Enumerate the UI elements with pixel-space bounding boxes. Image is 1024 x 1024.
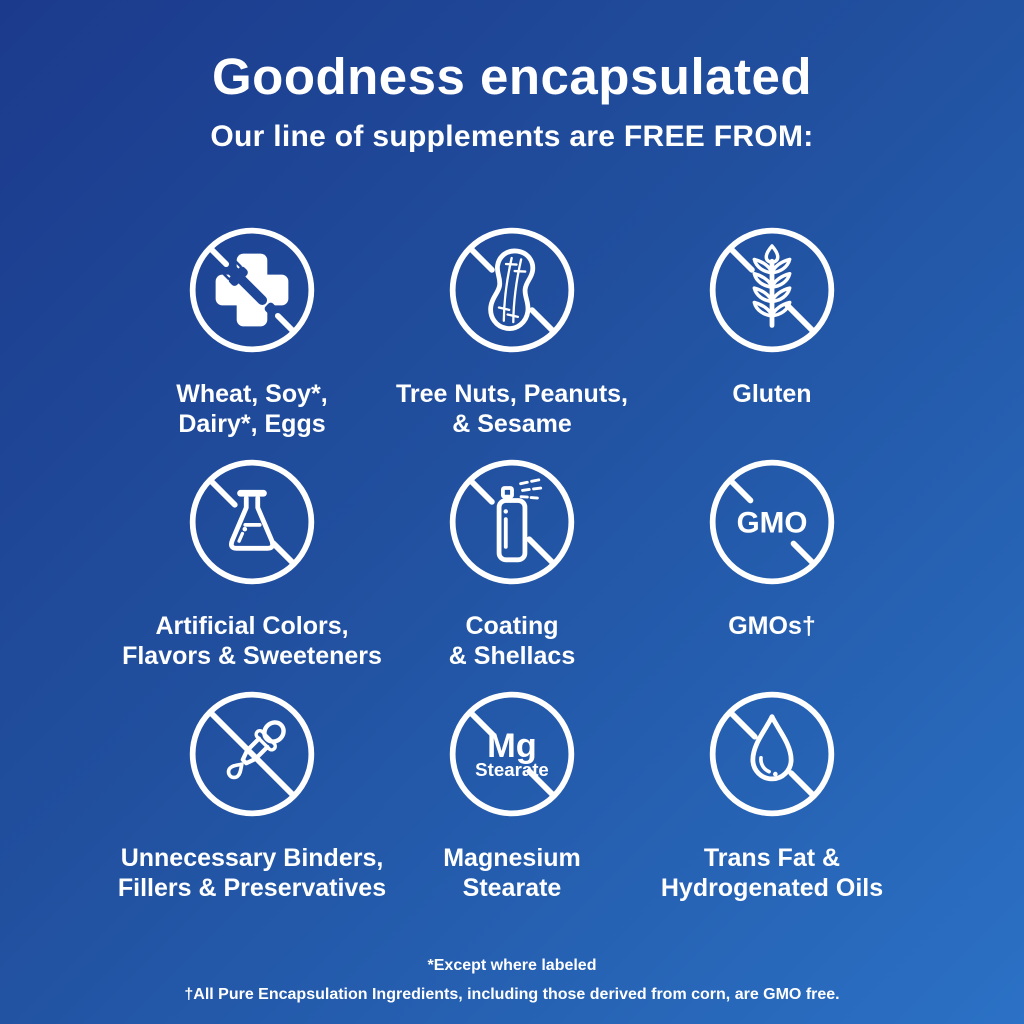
grid-item-label: Tree Nuts, Peanuts, & Sesame [395,380,629,439]
grid-item-gmos: GMO GMOs† [642,455,902,671]
grid-item-nuts: Tree Nuts, Peanuts, & Sesame [382,223,642,439]
no-binders-icon [189,691,315,817]
grid-item-label: Coating & Shellacs [448,612,576,671]
grid-item-coating: Coating & Shellacs [382,455,642,671]
grid-item-binders: Unnecessary Binders, Fillers & Preservat… [118,687,386,903]
gmo-icon-text: GMO [737,507,808,540]
grid-item-label: Wheat, Soy*, Dairy*, Eggs [176,380,328,439]
header: Goodness encapsulated Our line of supple… [0,0,1024,155]
footnote-except-labeled: *Except where labeled [427,957,597,975]
no-gmo-icon: GMO [709,459,835,585]
grid-item-gluten: Gluten [642,223,902,439]
no-peanut-icon [449,227,575,353]
grid-item-artificial: Artificial Colors, Flavors & Sweeteners [122,455,382,671]
stearate-icon-text: Stearate [475,759,549,780]
mg-icon-text: Mg [487,727,537,765]
no-mg-stearate-icon: Mg Stearate [449,691,575,817]
page-subtitle: Our line of supplements are FREE FROM: [210,120,814,154]
no-gluten-icon [709,227,835,353]
grid-item-label: Magnesium Stearate [443,844,581,903]
grid-item-mg-stearate: Mg Stearate Magnesium Stearate [382,687,642,903]
grid-item-label: Unnecessary Binders, Fillers & Preservat… [117,844,387,903]
page-title: Goodness encapsulated [212,48,812,105]
grid-item-allergens: Wheat, Soy*, Dairy*, Eggs [122,223,382,439]
grid-item-label: Artificial Colors, Flavors & Sweeteners [122,612,382,671]
no-trans-fat-icon [709,691,835,817]
no-artificial-colors-icon [189,459,315,585]
footnote-gmo-free: †All Pure Encapsulation Ingredients, inc… [184,985,840,1003]
grid-item-label: GMOs† [728,612,816,641]
free-from-grid: Wheat, Soy*, Dairy*, Eggs Tree Nuts, Pea… [0,223,1024,903]
grid-item-trans-fat: Trans Fat & Hydrogenated Oils [642,687,902,903]
footnotes: *Except where labeled †All Pure Encapsul… [0,955,1024,1006]
grid-item-label: Trans Fat & Hydrogenated Oils [660,844,884,903]
no-allergens-icon [189,227,315,353]
no-coating-icon [449,459,575,585]
grid-item-label: Gluten [732,380,812,409]
